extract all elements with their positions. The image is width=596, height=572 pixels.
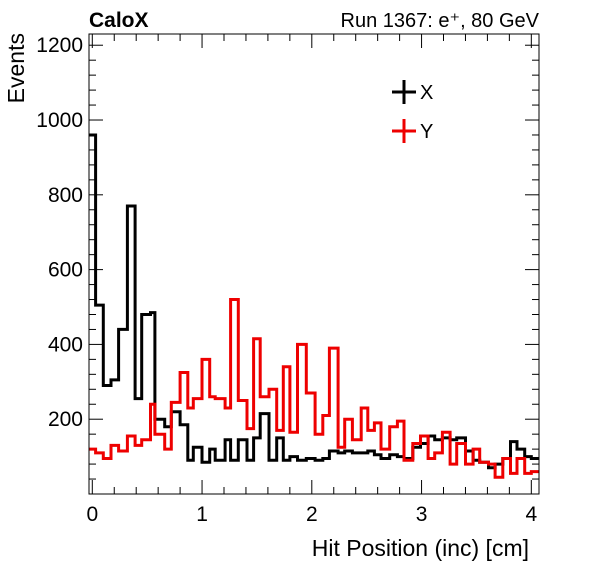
x-tick-labels: 0 1 2 3 4 [86,503,537,526]
y-tick-label: 600 [48,259,83,282]
title-left: CaloX [89,9,149,32]
title-right: Run 1367: e⁺, 80 GeV [341,10,540,32]
y-tick-labels: 200 400 600 800 1000 1200 [36,34,83,431]
x-tick-label: 2 [306,503,318,526]
y-tick-label: 800 [48,184,83,207]
y-axis-label: Events [3,33,29,103]
x-axis-label: Hit Position (inc) [cm] [312,535,529,561]
x-tick-label: 1 [196,503,208,526]
x-tick-label: 4 [525,503,537,526]
y-tick-label: 1200 [36,34,83,57]
plot-frame [88,33,540,495]
legend: X Y [392,80,433,143]
legend-label-y: Y [420,121,433,143]
y-tick-label: 1000 [36,109,83,132]
y-tick-label: 400 [48,333,83,356]
x-tick-label: 3 [416,503,428,526]
series-y-histogram [89,298,539,479]
series-layer [89,133,539,479]
legend-entry-y: Y [392,119,433,143]
y-tick-label: 200 [48,408,83,431]
legend-entry-x: X [392,80,433,104]
axis-ticks [89,34,539,494]
x-tick-label: 0 [86,503,98,526]
legend-label-x: X [420,82,433,104]
